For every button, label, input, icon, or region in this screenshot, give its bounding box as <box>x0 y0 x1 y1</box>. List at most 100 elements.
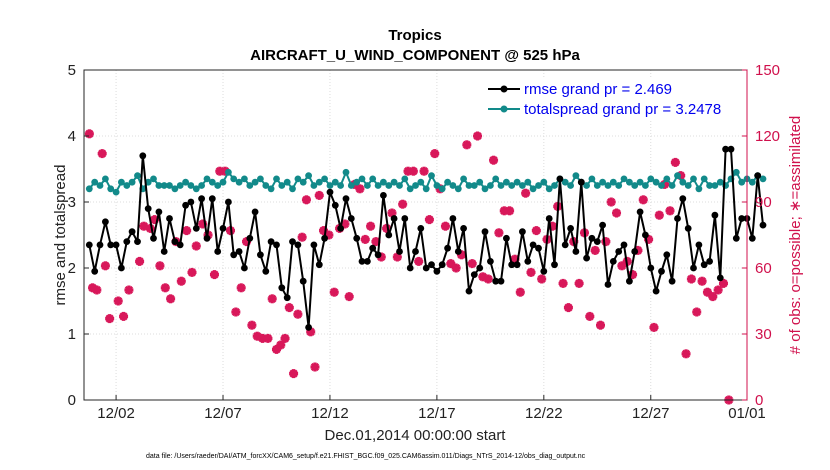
obs-point <box>462 140 472 150</box>
series-point <box>433 182 441 189</box>
obs-point <box>301 195 311 205</box>
legend-label-spread: totalspread grand pr = 3.2478 <box>524 101 721 118</box>
obs-point <box>276 340 286 350</box>
series-point <box>342 195 350 203</box>
obs-point <box>289 369 299 379</box>
series-point <box>150 234 157 242</box>
series-point <box>540 178 548 186</box>
series-point <box>492 277 500 285</box>
series-point <box>166 182 173 189</box>
obs-point <box>160 283 170 293</box>
series-point <box>299 178 307 186</box>
series-point <box>342 168 350 176</box>
obs-point <box>310 362 320 372</box>
obs-point <box>702 287 712 297</box>
series-point <box>460 175 467 183</box>
series-point <box>192 185 200 193</box>
series-point <box>620 175 628 183</box>
obs-point <box>293 309 303 319</box>
series-point <box>176 241 184 249</box>
series-point <box>139 152 147 160</box>
series-point <box>759 175 767 183</box>
chart-subtitle: AIRCRAFT_U_WIND_COMPONENT @ 525 hPa <box>250 47 580 64</box>
series-point <box>690 264 697 272</box>
series-point <box>273 241 280 249</box>
series-point <box>716 178 724 186</box>
chart-title: Tropics <box>388 27 441 44</box>
series-point <box>182 178 190 186</box>
series-point <box>385 231 393 239</box>
totalspread-series <box>85 168 767 196</box>
series-point <box>401 175 409 183</box>
series-point <box>620 241 628 249</box>
series-point <box>604 281 612 288</box>
series-point <box>465 287 473 295</box>
series-point <box>396 248 403 255</box>
series-point <box>401 215 409 222</box>
series-point <box>636 208 644 216</box>
obs-point <box>606 197 616 207</box>
series-point <box>171 185 179 193</box>
obs-point <box>398 199 408 209</box>
obs-point <box>451 263 461 273</box>
series-point <box>663 251 671 259</box>
series-point <box>706 182 713 189</box>
series-point <box>102 175 109 183</box>
series-point <box>674 172 681 180</box>
series-point <box>326 182 334 189</box>
x-tick-label: 12/27 <box>632 405 670 422</box>
series-point <box>759 221 767 229</box>
series-point <box>358 258 366 265</box>
series-point <box>267 238 275 246</box>
series-point <box>519 182 526 189</box>
obs-point <box>263 333 273 343</box>
series-point <box>310 182 318 189</box>
series-point <box>203 175 211 183</box>
series-point <box>567 182 574 189</box>
obs-point <box>329 287 339 297</box>
series-point <box>652 178 660 186</box>
series-point <box>545 215 553 222</box>
series-point <box>545 185 553 193</box>
y-tick-label: 1 <box>68 326 76 343</box>
series-point <box>732 234 740 242</box>
obs-point <box>558 278 568 288</box>
y-right-tick-label: 90 <box>755 194 772 211</box>
series-point <box>615 182 623 189</box>
series-point <box>668 182 676 189</box>
series-point <box>529 241 537 249</box>
obs-point <box>531 226 541 236</box>
series-point <box>593 182 601 189</box>
x-axis-label: Dec.01,2014 00:00:00 start <box>325 427 507 444</box>
y-axis-label-right: # of obs: o=possible; ∗=assimilated <box>787 116 804 355</box>
y-tick-label: 3 <box>68 194 76 211</box>
series-point <box>572 172 580 180</box>
rmse-series <box>85 145 767 331</box>
series-point <box>529 185 537 193</box>
series-point <box>599 221 606 229</box>
series-point <box>246 234 254 242</box>
obs-point <box>595 320 605 330</box>
series-point <box>561 241 569 249</box>
series-point <box>257 251 264 259</box>
y-axis-right: 0 30 60 90 120 150 <box>742 62 780 409</box>
obs-point <box>297 232 307 242</box>
series-point <box>615 248 623 255</box>
series-point <box>160 248 168 255</box>
series-point <box>422 185 430 193</box>
series-point <box>315 178 323 186</box>
series-point <box>374 182 382 189</box>
obs-point <box>366 221 376 231</box>
obs-point <box>430 149 440 159</box>
obs-point <box>601 237 611 247</box>
obs-point <box>718 278 728 288</box>
obs-point <box>654 210 664 220</box>
obs-point <box>231 307 241 317</box>
series-point <box>337 182 344 189</box>
series-point <box>225 198 232 206</box>
obs-point <box>135 256 145 266</box>
series-point <box>551 182 558 189</box>
series-point <box>251 208 259 216</box>
series-point <box>299 277 307 285</box>
obs-point <box>563 303 573 313</box>
